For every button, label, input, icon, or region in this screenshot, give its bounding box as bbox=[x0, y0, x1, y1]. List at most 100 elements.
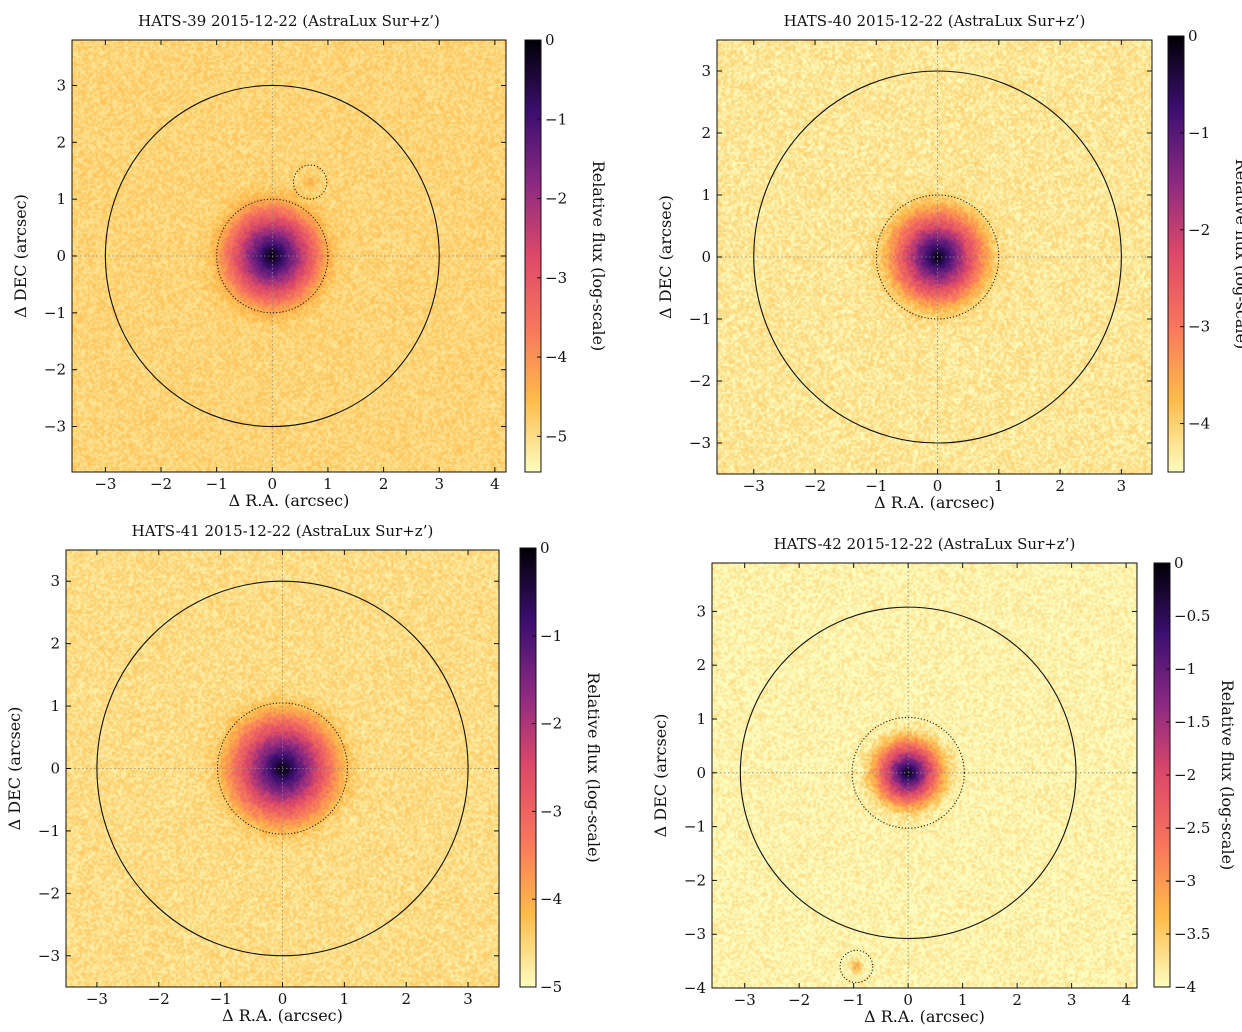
colorbar-tick-label: −4 bbox=[540, 890, 562, 908]
x-tick-label: −3 bbox=[743, 477, 765, 495]
panel-1: −3 −2 −1 0 1 2 3 4 −3 −2 −1 0 1 2 3 HATS-39 2015-12-22 … bbox=[11, 12, 608, 510]
y-axis-label: Δ DEC (arcsec) bbox=[656, 195, 675, 319]
y-tick-label: 1 bbox=[50, 697, 60, 715]
y-tick-label: −1 bbox=[44, 304, 66, 322]
colorbar-tick-label: 0 bbox=[545, 31, 555, 49]
circle-2 bbox=[216, 198, 329, 314]
colorbar-tick-label: −3 bbox=[1188, 318, 1210, 336]
x-tick-label: 0 bbox=[268, 475, 278, 493]
x-tick-label: 3 bbox=[1117, 477, 1127, 495]
colorbar-tick-label: −4 bbox=[545, 348, 567, 366]
panel-3: −3 −2 −1 0 1 2 3 −3 −2 −1 0 1 2 3 HATS-41 2015-12-22 (… bbox=[5, 522, 603, 1025]
heatmap-image bbox=[712, 563, 1137, 988]
y-tick-label: 0 bbox=[50, 760, 60, 778]
x-tick-label: −3 bbox=[94, 475, 116, 493]
colorbar-tick-label: −1.5 bbox=[1174, 713, 1210, 731]
x-tick-label: −3 bbox=[734, 991, 756, 1009]
y-axis-label: Δ DEC (arcsec) bbox=[11, 194, 30, 318]
y-tick-label: −2 bbox=[689, 372, 711, 390]
circle-1 bbox=[104, 84, 440, 428]
colorbar-label: Relative flux (log-scale) bbox=[584, 672, 603, 863]
x-tick-label: −2 bbox=[804, 477, 826, 495]
circle-2 bbox=[875, 194, 1000, 320]
y-axis-label: Δ DEC (arcsec) bbox=[5, 707, 24, 831]
x-axis-label: Δ R.A. (arcsec) bbox=[874, 493, 995, 512]
y-tick-label: 3 bbox=[50, 572, 60, 590]
colorbar-tick-label: −0.5 bbox=[1174, 607, 1210, 625]
x-tick-label: 0 bbox=[933, 477, 943, 495]
x-tick-label: 1 bbox=[340, 990, 350, 1008]
colorbar-tick-label: −4 bbox=[1188, 415, 1210, 433]
y-tick-label: 2 bbox=[701, 124, 711, 142]
y-tick-label: −1 bbox=[38, 822, 60, 840]
colorbar-tick-label: −5 bbox=[540, 978, 562, 996]
circle-3 bbox=[839, 949, 874, 984]
colorbar-tick-label: 0 bbox=[1188, 27, 1198, 45]
x-tick-label: −1 bbox=[865, 477, 887, 495]
x-tick-label: 1 bbox=[323, 475, 333, 493]
colorbar-tick-label: −4 bbox=[1174, 978, 1196, 996]
x-tick-label: 3 bbox=[1067, 991, 1077, 1009]
y-tick-label: 1 bbox=[701, 186, 711, 204]
y-tick-label: −3 bbox=[684, 925, 706, 943]
panel-4: −3 −2 −1 0 1 2 3 4 −4 −3 −2 −1 0 1 2 3 HATS-42 2015-12-2… bbox=[651, 535, 1237, 1026]
colorbar-tick-label: −5 bbox=[545, 427, 567, 445]
x-tick-label: 1 bbox=[958, 991, 968, 1009]
y-tick-label: 2 bbox=[56, 133, 66, 151]
circle-2 bbox=[217, 702, 348, 835]
x-axis-label: Δ R.A. (arcsec) bbox=[864, 1007, 985, 1026]
x-axis-label: Δ R.A. (arcsec) bbox=[222, 1006, 343, 1025]
chart-title: HATS-40 2015-12-22 (AstraLux Sur+z’) bbox=[784, 12, 1086, 30]
circle-2 bbox=[851, 716, 965, 829]
colorbar-tick-label: −3 bbox=[1174, 872, 1196, 890]
colorbar-tick-label: −2 bbox=[540, 715, 562, 733]
y-tick-label: 1 bbox=[56, 190, 66, 208]
y-tick-label: 3 bbox=[701, 62, 711, 80]
y-tick-label: 0 bbox=[696, 764, 706, 782]
colorbar-tick-label: −3 bbox=[545, 269, 567, 287]
colorbar-tick-label: −1 bbox=[545, 110, 567, 128]
circle-1 bbox=[739, 606, 1077, 940]
colorbar-tick-label: 0 bbox=[1174, 554, 1184, 572]
colorbar-label: Relative flux (log-scale) bbox=[1232, 159, 1242, 350]
colorbar bbox=[519, 547, 537, 988]
y-tick-label: 0 bbox=[701, 248, 711, 266]
circle-1 bbox=[753, 70, 1122, 444]
x-tick-label: 4 bbox=[490, 475, 500, 493]
y-tick-label: 3 bbox=[696, 602, 706, 620]
x-tick-label: 2 bbox=[401, 990, 411, 1008]
y-tick-label: −3 bbox=[38, 947, 60, 965]
plot-frame bbox=[711, 562, 1138, 989]
x-tick-label: 4 bbox=[1121, 991, 1131, 1009]
y-tick-label: −3 bbox=[44, 418, 66, 436]
x-tick-label: 3 bbox=[434, 475, 444, 493]
x-tick-label: 2 bbox=[379, 475, 389, 493]
x-tick-label: −3 bbox=[86, 990, 108, 1008]
x-tick-label: −1 bbox=[206, 475, 228, 493]
chart-title: HATS-42 2015-12-22 (AstraLux Sur+z’) bbox=[774, 535, 1076, 553]
x-tick-label: 1 bbox=[994, 477, 1004, 495]
y-tick-label: −2 bbox=[44, 361, 66, 379]
x-tick-label: −2 bbox=[148, 990, 170, 1008]
y-tick-label: 2 bbox=[50, 635, 60, 653]
y-tick-label: −1 bbox=[689, 310, 711, 328]
x-tick-label: 0 bbox=[278, 990, 288, 1008]
y-tick-label: −1 bbox=[684, 818, 706, 836]
chart-title: HATS-41 2015-12-22 (AstraLux Sur+z’) bbox=[132, 522, 434, 540]
colorbar-tick-label: 0 bbox=[540, 539, 550, 557]
y-tick-label: −2 bbox=[38, 884, 60, 902]
y-axis-label: Δ DEC (arcsec) bbox=[651, 714, 670, 838]
colorbar bbox=[1167, 35, 1185, 473]
colorbar-tick-label: −2.5 bbox=[1174, 819, 1210, 837]
x-tick-label: −1 bbox=[843, 991, 865, 1009]
y-tick-label: 2 bbox=[696, 656, 706, 674]
y-tick-label: −4 bbox=[684, 979, 706, 997]
colorbar-tick-label: −2 bbox=[1174, 766, 1196, 784]
colorbar-label: Relative flux (log-scale) bbox=[589, 161, 608, 352]
x-axis-label: Δ R.A. (arcsec) bbox=[229, 491, 350, 510]
colorbar-tick-label: −2 bbox=[1188, 221, 1210, 239]
circle-3 bbox=[292, 164, 328, 200]
colorbar-tick-label: −3 bbox=[540, 802, 562, 820]
x-tick-label: −2 bbox=[150, 475, 172, 493]
